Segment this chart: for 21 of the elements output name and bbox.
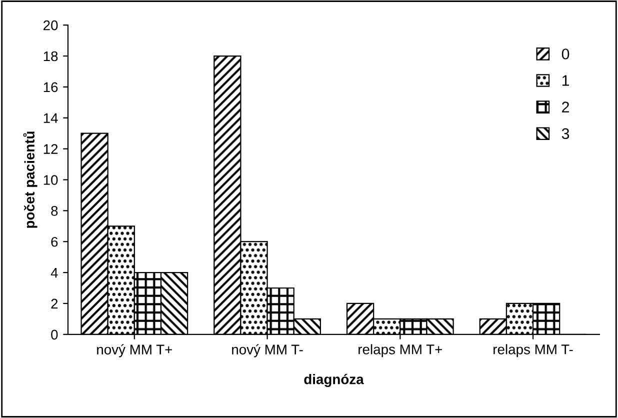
legend-label: 0 bbox=[562, 48, 570, 60]
y-tick-label: 14 bbox=[44, 113, 58, 123]
x-axis-title: diagnóza bbox=[304, 374, 364, 388]
y-tick-label: 8 bbox=[51, 206, 58, 216]
x-tick-label: relaps MM T+ bbox=[358, 344, 442, 358]
y-tick-label: 12 bbox=[44, 144, 58, 154]
y-tick-label: 18 bbox=[44, 51, 58, 62]
y-tick-label: 2 bbox=[51, 298, 58, 308]
y-tick-label: 4 bbox=[50, 268, 58, 278]
x-tick-label: nový MM T- bbox=[232, 344, 303, 358]
legend-label: 2 bbox=[562, 102, 569, 112]
y-axis-title: počet pacientů bbox=[23, 132, 38, 228]
y-tick-label: 16 bbox=[44, 82, 58, 92]
y-tick-label: 20 bbox=[44, 20, 58, 30]
legend-label: 1 bbox=[562, 75, 570, 86]
y-tick-label: 6 bbox=[51, 236, 58, 247]
y-tick-label: 10 bbox=[44, 175, 58, 185]
x-tick-label: nový MM T+ bbox=[97, 344, 172, 358]
legend-label: 3 bbox=[562, 128, 570, 140]
y-tick-label: 0 bbox=[51, 330, 58, 340]
x-tick-label: relaps MM T- bbox=[494, 344, 573, 358]
